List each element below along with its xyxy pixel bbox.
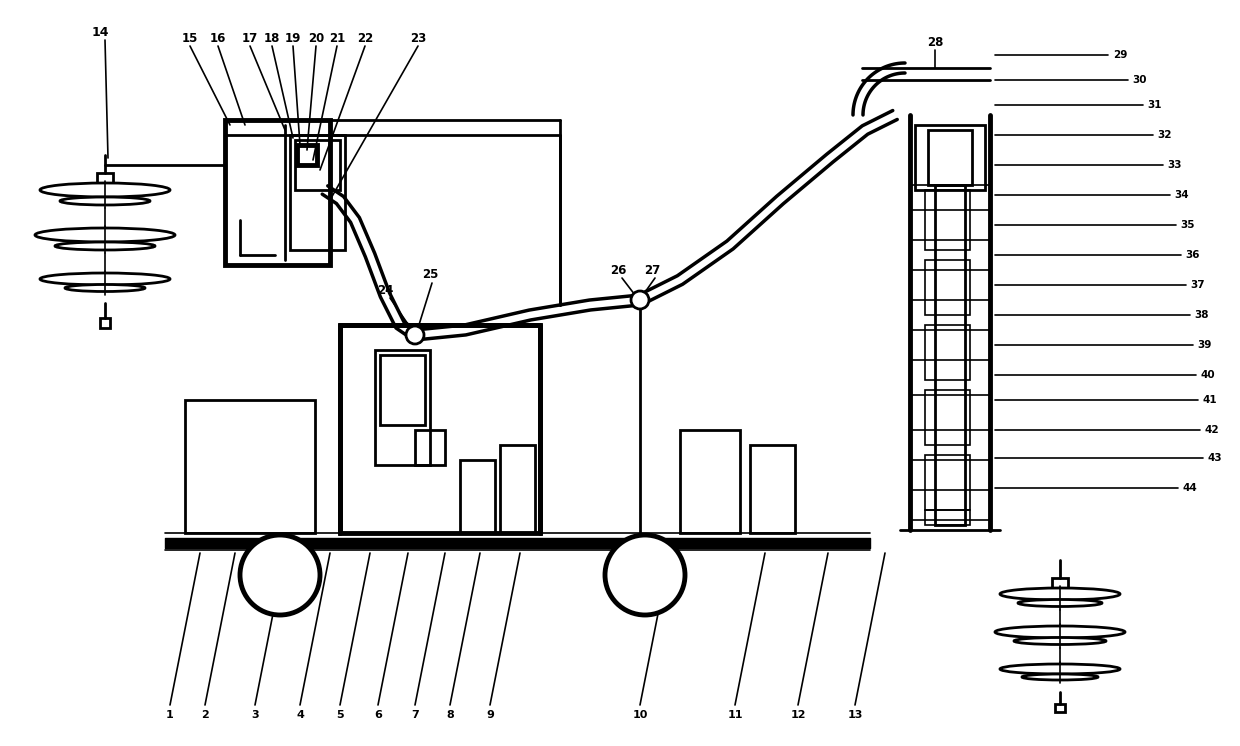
Bar [925,325,970,380]
Text: 33: 33 [1168,160,1182,170]
Ellipse shape [40,183,170,197]
Text: 4: 4 [296,710,304,720]
Text: 37: 37 [1190,280,1205,290]
Bar [915,125,985,190]
Text: 27: 27 [644,263,660,277]
Ellipse shape [55,242,155,250]
Text: 31: 31 [1148,100,1162,110]
Text: 29: 29 [1112,50,1127,60]
Text: 21: 21 [329,31,345,45]
Text: 3: 3 [252,710,259,720]
Text: 2: 2 [201,710,208,720]
Text: 25: 25 [422,269,438,281]
Text: 30: 30 [1133,75,1147,85]
Text: 8: 8 [446,710,454,720]
Text: 34: 34 [1174,190,1189,200]
Ellipse shape [64,284,145,292]
Circle shape [405,326,424,344]
Text: 24: 24 [377,283,393,296]
Bar [224,120,330,265]
Text: 43: 43 [1208,453,1223,463]
Ellipse shape [994,626,1125,638]
Text: 18: 18 [264,31,280,45]
Ellipse shape [60,197,150,205]
Bar [750,445,795,533]
Ellipse shape [1018,600,1102,606]
Ellipse shape [1022,674,1097,680]
Text: 11: 11 [727,710,743,720]
Bar [97,173,113,183]
Bar [925,390,970,445]
Bar [1052,578,1068,588]
Text: 35: 35 [1180,220,1195,230]
Bar [290,135,345,250]
Text: 26: 26 [610,263,626,277]
Text: 5: 5 [336,710,343,720]
Text: 28: 28 [926,36,944,48]
Ellipse shape [40,273,170,285]
Text: 1: 1 [166,710,174,720]
Bar [925,510,970,525]
Text: 12: 12 [790,710,806,720]
Text: 38: 38 [1195,310,1209,320]
Text: 9: 9 [486,710,494,720]
Ellipse shape [999,588,1120,600]
Text: 15: 15 [182,31,198,45]
Text: 32: 32 [1158,130,1172,140]
Bar [925,260,970,315]
Bar [379,355,425,425]
Bar [100,318,110,328]
Bar [298,145,317,165]
Text: 6: 6 [374,710,382,720]
Circle shape [631,291,649,309]
Text: 20: 20 [308,31,324,45]
Ellipse shape [35,228,175,242]
Text: 41: 41 [1203,395,1218,405]
Text: 40: 40 [1200,370,1215,380]
Bar [928,130,972,185]
Circle shape [241,535,320,615]
Text: 10: 10 [632,710,647,720]
Bar [460,460,495,533]
Circle shape [605,535,684,615]
Bar [415,430,445,465]
Text: 42: 42 [1205,425,1219,435]
Bar [925,190,970,250]
Text: 39: 39 [1198,340,1213,350]
Text: 36: 36 [1185,250,1200,260]
Text: 19: 19 [285,31,301,45]
Bar [935,185,965,525]
Bar [295,140,340,190]
Bar [185,400,315,533]
Text: 7: 7 [412,710,419,720]
Text: 16: 16 [210,31,226,45]
Bar [374,350,430,465]
Text: 23: 23 [410,31,427,45]
Text: 44: 44 [1183,483,1198,493]
Text: 13: 13 [847,710,863,720]
Text: 22: 22 [357,31,373,45]
Bar [925,455,970,510]
Bar [1055,704,1065,712]
Bar [340,325,539,533]
Bar [500,445,534,533]
Text: 14: 14 [92,25,109,39]
Ellipse shape [999,664,1120,674]
Text: 17: 17 [242,31,258,45]
Bar [680,430,740,533]
Ellipse shape [1014,638,1106,645]
